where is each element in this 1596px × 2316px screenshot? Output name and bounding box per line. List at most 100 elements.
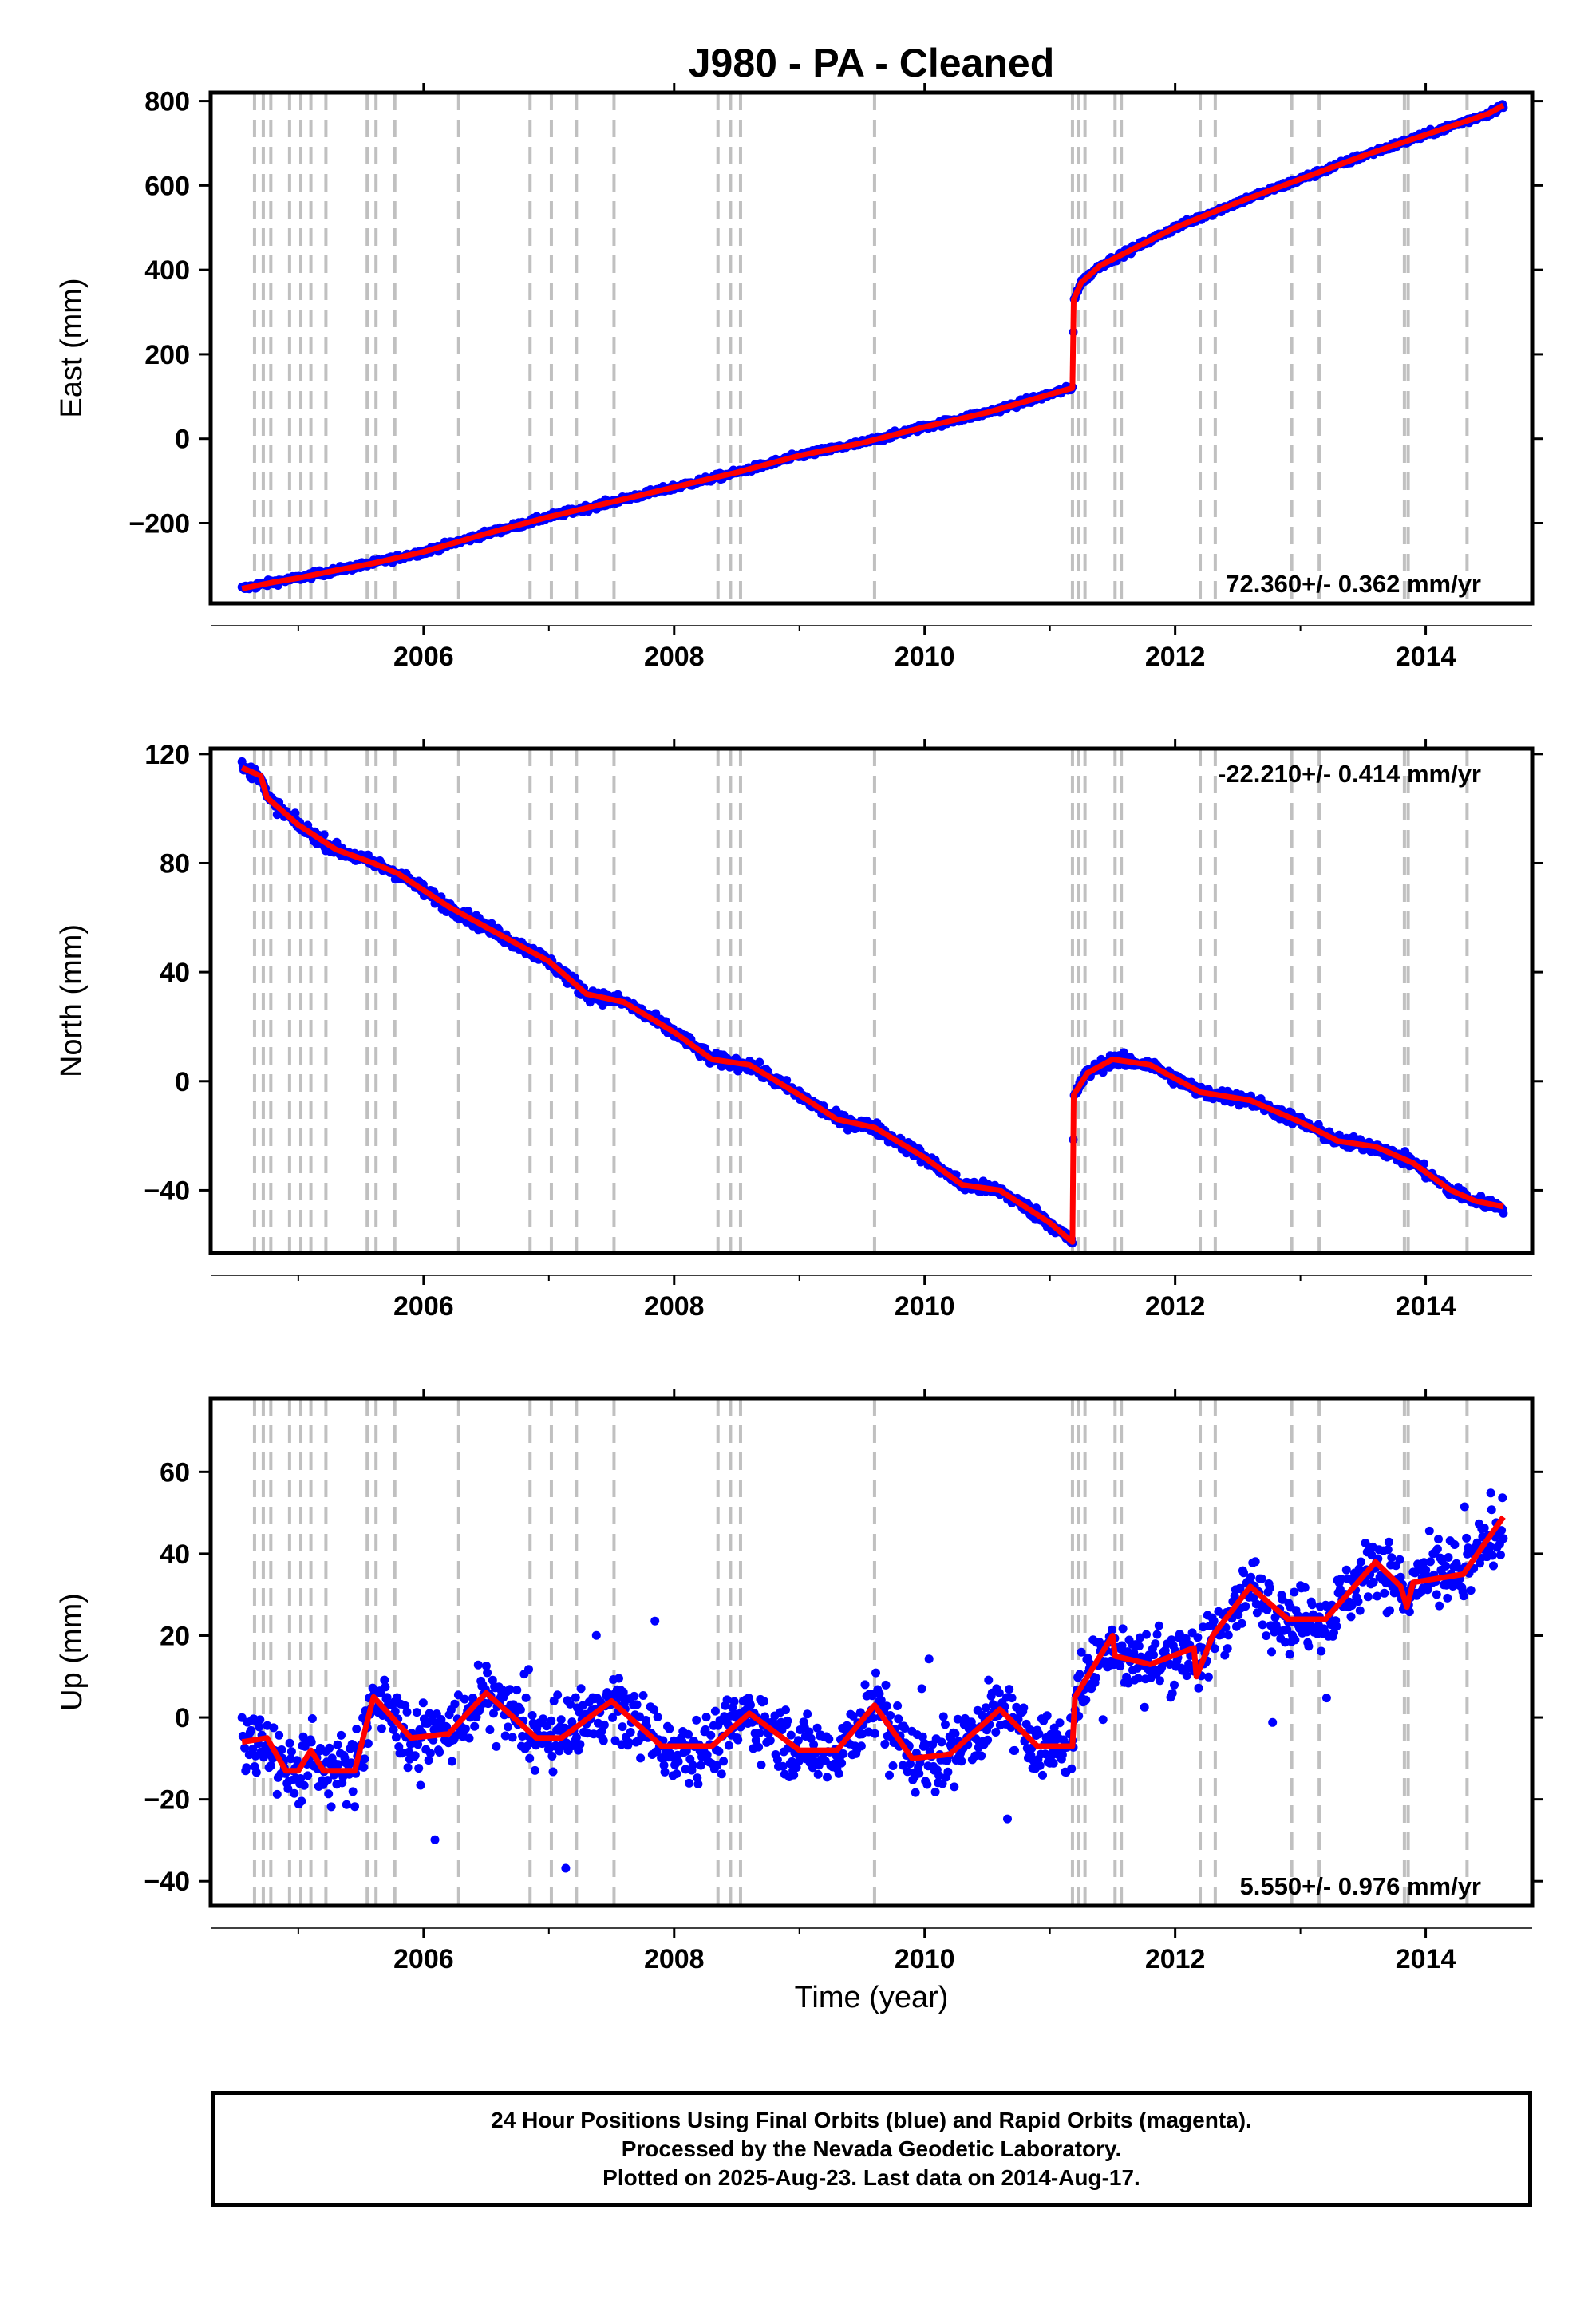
data-point [898,1761,907,1770]
panel-3: 2006 2008 2010 2012 2014 −40 −20 0 20 40 60 Up (mm)… [55,1389,1543,1974]
data-point [319,830,329,840]
data-point [424,1756,433,1765]
data-point [297,1796,306,1806]
data-point [781,1705,790,1715]
data-point [1057,1750,1067,1760]
data-point [772,1755,782,1765]
data-point [701,1713,711,1722]
data-point [824,1734,834,1744]
data-point [917,1684,926,1694]
data-point [290,1788,299,1798]
data-point [977,1751,986,1761]
data-point [539,1714,548,1724]
data-point [473,1660,483,1670]
data-point [512,1686,522,1695]
data-point [685,1778,694,1788]
figure-title: J980 - PA - Cleaned [689,41,1055,85]
data-point [991,1728,1001,1737]
panels: 2006 2008 2010 2012 2014−2000200400600800Eas… [55,83,1543,1974]
y-tick-label: 600 [144,171,190,201]
y-axis-label: Up (mm) [55,1593,89,1711]
data-point [757,1760,766,1769]
data-point [342,1800,351,1809]
data-point [1223,1630,1233,1640]
data-point [1498,1493,1507,1503]
data-point [255,1715,265,1725]
data-point [1321,1694,1331,1703]
footer-line-orbits: 24 Hour Positions Using Final Orbits (bl… [491,2108,1252,2132]
data-point [950,1782,959,1792]
data-point [856,1741,866,1751]
data-point [1499,1534,1508,1543]
panel-2: 2006 2008 2010 2012 2014 −40 0 40 80 120 North (mm… [55,739,1543,1322]
data-point [893,1701,903,1710]
y-tick-label: 0 [175,425,190,455]
data-point [778,1761,788,1771]
data-point [359,1762,369,1772]
model-line [240,765,1504,1245]
data-point [1486,1488,1495,1498]
data-point [1396,1572,1405,1582]
data-point [1282,1625,1292,1634]
data-point [1167,1689,1177,1698]
data-point [425,1749,435,1758]
x-tick-label: 2014 [1396,642,1456,672]
data-point [714,1746,724,1756]
data-point [981,1703,990,1713]
data-point [483,1668,492,1678]
data-point [430,1835,440,1844]
data-point [1237,1618,1246,1628]
plot-frame [208,90,1535,606]
data-point [556,1715,566,1725]
data-point [1420,1558,1428,1567]
data-point [380,1675,389,1685]
x-tick-label: 2012 [1145,1944,1206,1974]
data-point [460,1724,470,1733]
data-point [684,1729,693,1739]
data-point [1055,1718,1065,1728]
data-point [1460,1502,1469,1512]
y-tick-label: 60 [160,1457,190,1488]
data-point [1134,1642,1144,1651]
data-point [363,1739,373,1749]
data-point [381,1682,390,1692]
data-point [525,1753,535,1763]
data-point [860,1680,870,1690]
data-point [1108,1625,1116,1634]
data-point [717,1769,726,1779]
data-point [868,1713,878,1723]
data-point [918,1732,927,1741]
data-point [333,1740,342,1749]
data-point [755,1729,764,1738]
x-tick-label: 2012 [1145,642,1206,672]
data-point [710,1706,720,1716]
data-point [924,1654,934,1664]
data-point [1035,1761,1045,1770]
data-point [1387,1553,1396,1563]
data-point [1435,1601,1444,1611]
data-point [1151,1639,1160,1649]
data-point [938,1712,948,1721]
data-point [1267,1647,1276,1657]
data-point [435,1748,444,1757]
data-point [906,1759,915,1769]
x-tick-label: 2008 [644,1944,705,1974]
x-tick-label: 2008 [644,642,705,672]
data-point [485,1725,495,1734]
data-point [1332,1622,1341,1631]
data-point [922,1780,932,1789]
data-point [722,1695,732,1705]
data-point [653,1713,662,1721]
data-point [809,1740,819,1749]
data-point [348,1787,358,1796]
data-point [524,1665,533,1674]
data-point [1304,1642,1314,1651]
data-point [696,1761,705,1770]
data-point [247,1725,255,1735]
data-point [746,1701,755,1709]
data-point [938,1779,947,1788]
data-point [630,1691,639,1701]
data-point [881,1680,891,1690]
data-point [759,1697,768,1706]
data-point [848,1711,858,1721]
